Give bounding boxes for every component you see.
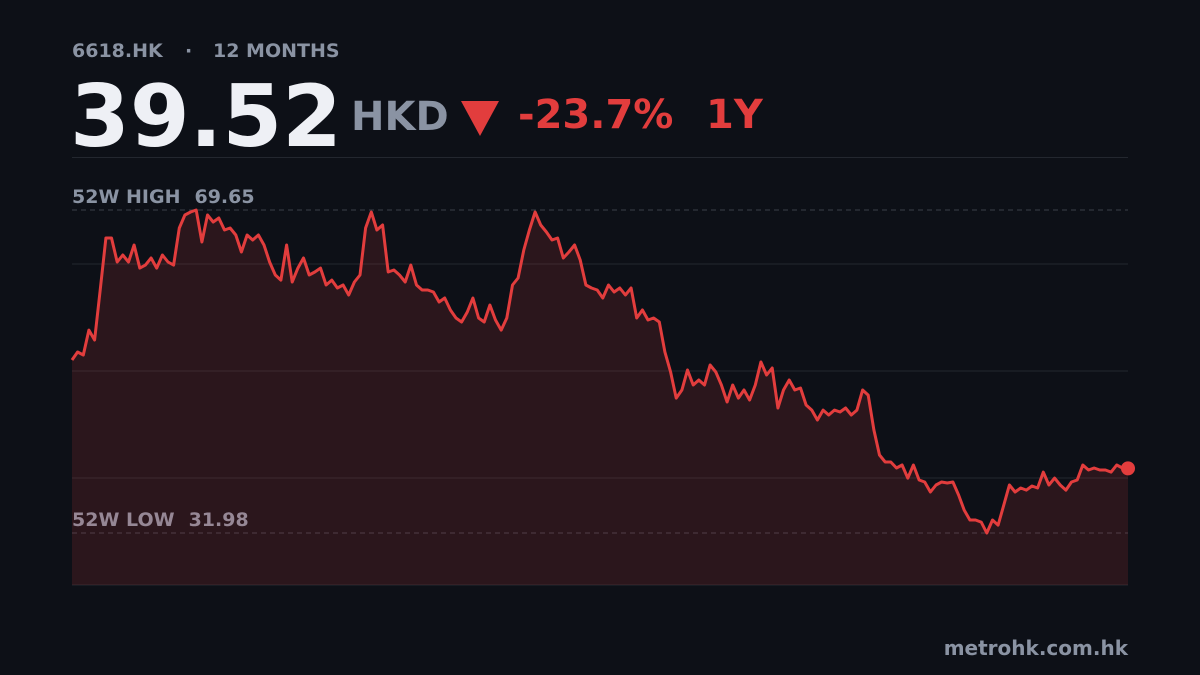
plot: 52W HIGH 69.65 52W LOW 31.98 (70, 186, 1135, 586)
ticker: 6618.HK (72, 40, 164, 62)
reference-label: 52W LOW (72, 509, 175, 531)
down-arrow (461, 101, 499, 136)
change: -23.7% (518, 92, 673, 138)
area-fill (72, 210, 1128, 585)
last-point (1121, 461, 1135, 476)
period: 12 MONTHS (213, 40, 340, 62)
price-line (70, 208, 1129, 535)
range: 1Y (706, 92, 764, 138)
reference-label: 52W HIGH (72, 186, 180, 208)
reference-value: 69.65 (194, 186, 254, 208)
price: 39.52 (70, 67, 342, 167)
separator: · (185, 40, 192, 62)
source: metrohk.com.hk (944, 636, 1129, 660)
reference-value: 31.98 (189, 509, 249, 531)
currency: HKD (351, 94, 449, 140)
